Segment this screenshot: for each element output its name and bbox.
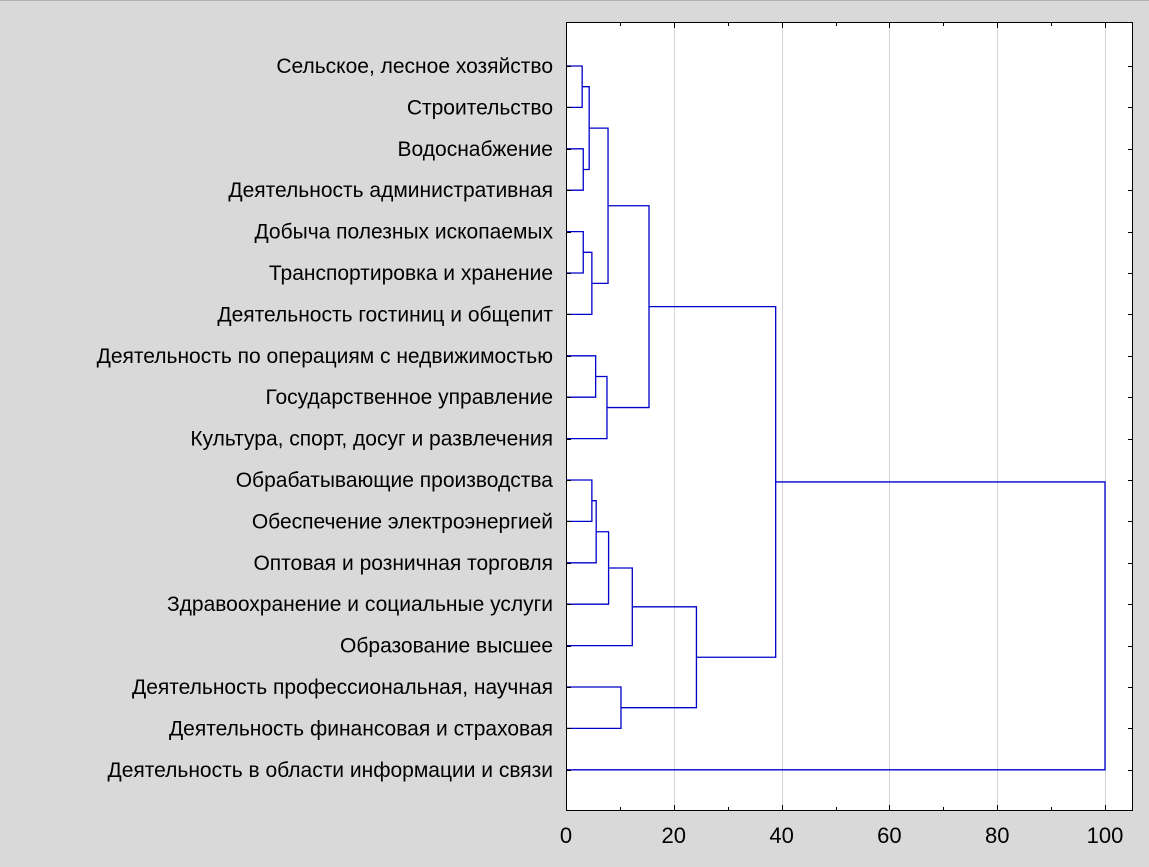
dendrogram-link: [566, 481, 1106, 771]
leaf-label: Строительство: [407, 96, 553, 119]
leaf-label: Здравоохранение и социальные услуги: [167, 593, 553, 616]
x-tick-label: 0: [560, 823, 572, 848]
leaf-label: Деятельность по операциям с недвижимость…: [97, 345, 553, 368]
leaf-label: Обрабатывающие производства: [236, 469, 554, 492]
x-tick-label: 40: [769, 823, 793, 848]
leaf-label: Водоснабжение: [398, 138, 553, 161]
leaf-label: Культура, спорт, досуг и развлечения: [190, 428, 553, 451]
leaf-label: Сельское, лесное хозяйство: [276, 55, 553, 78]
leaf-label: Деятельность финансовая и страховая: [169, 717, 553, 740]
x-tick-label: 20: [662, 823, 686, 848]
leaf-label: Деятельность гостиниц и общепит: [217, 303, 553, 326]
x-tick-label: 60: [877, 823, 901, 848]
plot-border: [566, 22, 1133, 811]
leaf-label: Добыча полезных ископаемых: [254, 221, 553, 244]
leaf-label: Оптовая и розничная торговля: [253, 552, 553, 575]
x-tick-label: 100: [1087, 823, 1124, 848]
leaf-label: Деятельность профессиональная, научная: [132, 676, 553, 699]
leaf-label: Государственное управление: [265, 386, 553, 409]
dendrogram-links: [566, 65, 1106, 771]
leaf-labels: Сельское, лесное хозяйство Строительство В…: [97, 55, 554, 782]
leaf-label: Образование высшее: [340, 635, 553, 658]
leaf-label: Деятельность в области информации и связ…: [108, 759, 554, 782]
plot-area: [566, 22, 1133, 811]
x-tick-label: 80: [985, 823, 1009, 848]
x-axis: 0 20 40 60 80 100: [560, 22, 1123, 848]
window-top-border: [0, 0, 1149, 1]
leaf-label: Деятельность административная: [228, 179, 553, 202]
leaf-label: Обеспечение электроэнергией: [252, 510, 553, 533]
leaf-label: Транспортировка и хранение: [269, 262, 553, 285]
